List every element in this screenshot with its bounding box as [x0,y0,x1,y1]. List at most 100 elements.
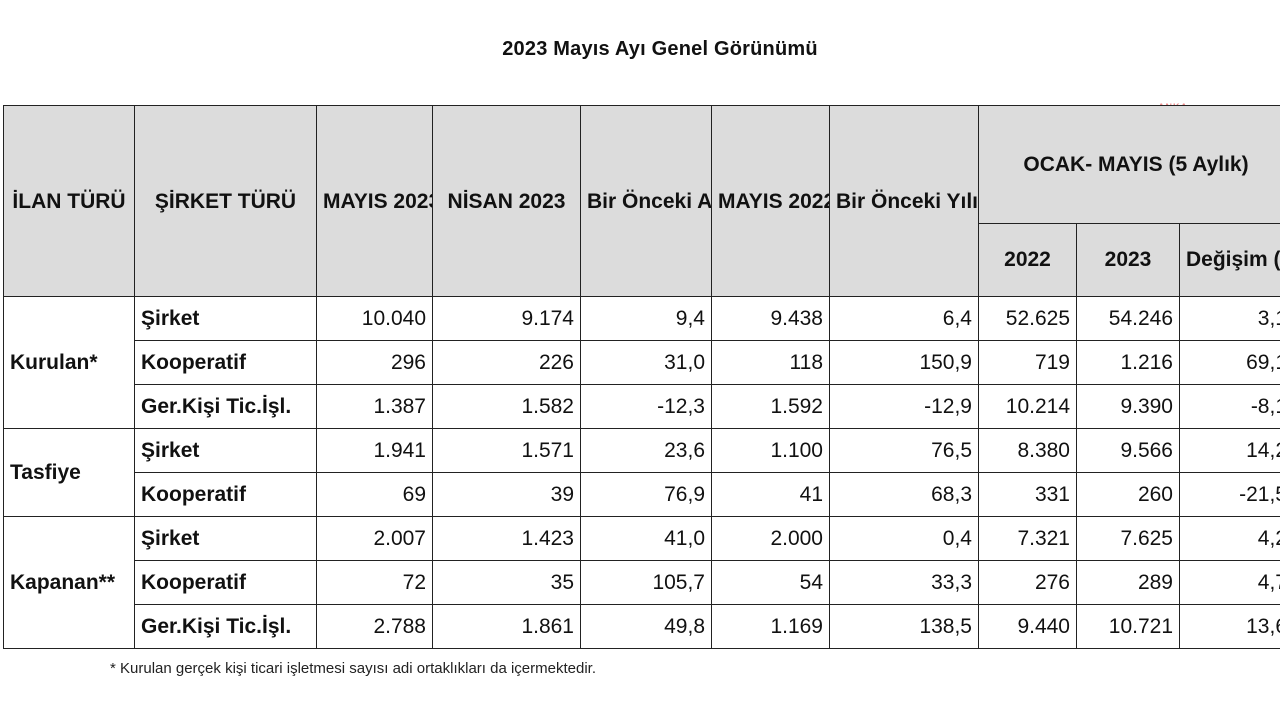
value-cell: 6,4 [829,296,979,341]
company-type-cell: Kooperatif [134,340,317,385]
value-cell: 1.941 [316,428,433,473]
value-cell: 10.040 [316,296,433,341]
page-title: 2023 Mayıs Ayı Genel Görünümü [502,38,818,60]
value-cell: 9.174 [432,296,581,341]
header-degisim: Değişim (%) [1179,222,1280,298]
header-nisan-2023: NİSAN 2023 [432,105,581,297]
value-cell: 76,5 [829,428,979,473]
value-cell: 289 [1076,560,1180,605]
value-cell: 9.440 [978,604,1077,649]
value-cell: 260 [1076,472,1180,517]
table-row: Tasfiye Şirket 1.941 1.571 23,6 1.100 76,5 8.38… [3,428,1280,517]
value-cell: 719 [978,340,1077,385]
company-type-cell: Ger.Kişi Tic.İşl. [134,604,317,649]
header-row: İLAN TÜRÜ ŞİRKET TÜRÜ MAYIS 2023 NİSAN 2… [3,105,1280,297]
header-onceki-yil: Bir Önceki Yılın Aynı Ayına Göre Değişim… [829,105,979,297]
value-cell: 1.571 [432,428,581,473]
company-type-cell: Şirket [134,296,317,341]
value-cell: 2.007 [316,516,433,561]
value-cell: 7.625 [1076,516,1180,561]
value-cell: 39 [432,472,581,517]
value-cell: 10.214 [978,384,1077,429]
value-cell: 41,0 [580,516,712,561]
value-cell: 31,0 [580,340,712,385]
table-row: Kurulan* Şirket 10.040 9.174 9,4 9.438 6,4 52.6… [3,296,1280,429]
value-cell: -12,3 [580,384,712,429]
value-cell: 9,4 [580,296,712,341]
value-cell: 0,4 [829,516,979,561]
value-cell: 9.438 [711,296,830,341]
group-label: Kapanan** [3,516,135,649]
value-cell: 10.721 [1076,604,1180,649]
value-cell: 105,7 [580,560,712,605]
table-row: Ger.Kişi Tic.İşl. 1.387 1.582 -12,3 1.592 -12… [4,384,1280,429]
value-cell: 69,1 [1179,340,1280,385]
header-mayis-2022: MAYIS 2022 [711,105,830,297]
statistics-table: İLAN TÜRÜ ŞİRKET TÜRÜ MAYIS 2023 NİSAN 2… [3,105,1280,649]
value-cell: 49,8 [580,604,712,649]
company-type-cell: Kooperatif [134,560,317,605]
company-type-cell: Kooperatif [134,472,317,517]
value-cell: 118 [711,340,830,385]
value-cell: 8.380 [978,428,1077,473]
value-cell: 69 [316,472,433,517]
footnote: * Kurulan gerçek kişi ticari işletmesi s… [110,660,597,677]
header-2022: 2022 [978,222,1077,298]
value-cell: 68,3 [829,472,979,517]
header-ilan-turu: İLAN TÜRÜ [3,105,135,297]
group-label: Kurulan* [3,296,135,429]
value-cell: 1.423 [432,516,581,561]
value-cell: 41 [711,472,830,517]
value-cell: 4,2 [1179,516,1280,561]
value-cell: 226 [432,340,581,385]
value-cell: 1.387 [316,384,433,429]
value-cell: 276 [978,560,1077,605]
value-cell: 54.246 [1076,296,1180,341]
value-cell: -12,9 [829,384,979,429]
value-cell: 2.000 [711,516,830,561]
value-cell: 23,6 [580,428,712,473]
value-cell: -8,1 [1179,384,1280,429]
value-cell: 2.788 [316,604,433,649]
company-type-cell: Şirket [134,428,317,473]
header-2023: 2023 [1076,222,1180,298]
value-cell: 7.321 [978,516,1077,561]
value-cell: 9.566 [1076,428,1180,473]
table-row: Ger.Kişi Tic.İşl. 2.788 1.861 49,8 1.169 138,… [4,604,1280,649]
header-sirket-turu: ŞİRKET TÜRÜ [134,105,317,297]
value-cell: 1.582 [432,384,581,429]
value-cell: 3,1 [1179,296,1280,341]
value-cell: 54 [711,560,830,605]
value-cell: 1.100 [711,428,830,473]
value-cell: -21,5 [1179,472,1280,517]
header-subrow: 2022 2023 Değişim (%) [4,222,1280,298]
value-cell: 35 [432,560,581,605]
value-cell: 14,2 [1179,428,1280,473]
value-cell: 1.861 [432,604,581,649]
value-cell: 150,9 [829,340,979,385]
value-cell: 76,9 [580,472,712,517]
value-cell: 13,6 [1179,604,1280,649]
value-cell: 72 [316,560,433,605]
company-type-cell: Ger.Kişi Tic.İşl. [134,384,317,429]
value-cell: 9.390 [1076,384,1180,429]
value-cell: 52.625 [978,296,1077,341]
value-cell: 1.216 [1076,340,1180,385]
value-cell: 296 [316,340,433,385]
value-cell: 1.592 [711,384,830,429]
header-mayis-2023: MAYIS 2023 [316,105,433,297]
company-type-cell: Şirket [134,516,317,561]
header-onceki-aya: Bir Önceki Aya Göre Değişim (%) [580,105,712,297]
value-cell: 331 [978,472,1077,517]
group-label: Tasfiye [3,428,135,517]
table-row: Kapanan** Şirket 2.007 1.423 41,0 2.000 0,4 7.3… [3,516,1280,649]
value-cell: 138,5 [829,604,979,649]
value-cell: 33,3 [829,560,979,605]
value-cell: 1.169 [711,604,830,649]
value-cell: 4,7 [1179,560,1280,605]
header-ocak-mayis: OCAK- MAYIS (5 Aylık) [978,105,1280,224]
table-body: Kurulan* Şirket 10.040 9.174 9,4 9.438 6,4 52.6… [3,296,1280,649]
